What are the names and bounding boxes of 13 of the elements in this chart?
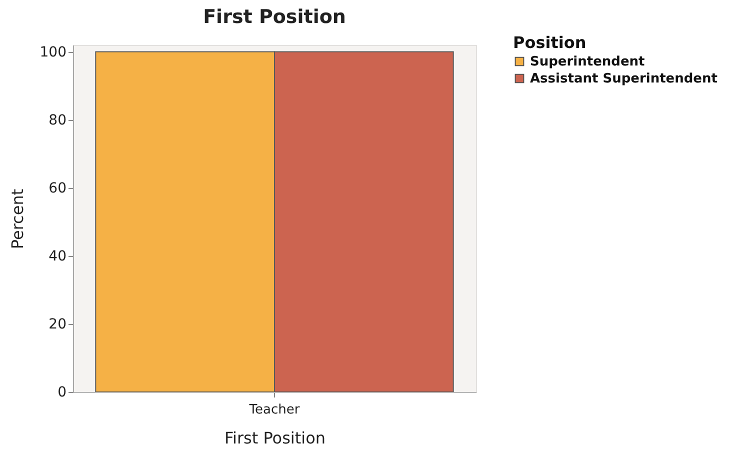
legend-title: Position — [513, 33, 586, 52]
y-tick-label: 0 — [58, 384, 66, 400]
y-axis-title: Percent — [8, 188, 27, 250]
legend-label: Superintendent — [530, 54, 645, 70]
y-tick-label: 80 — [48, 112, 66, 128]
x-axis-title: First Position — [224, 428, 326, 448]
chart-title: First Position — [203, 6, 346, 28]
y-tick-label: 100 — [40, 44, 66, 60]
x-tick-label: Teacher — [248, 402, 300, 418]
legend-label: Assistant Superintendent — [530, 72, 718, 86]
y-tick-label: 40 — [48, 248, 66, 264]
y-tick-label: 20 — [48, 316, 66, 332]
y-tick-label: 60 — [48, 180, 66, 196]
